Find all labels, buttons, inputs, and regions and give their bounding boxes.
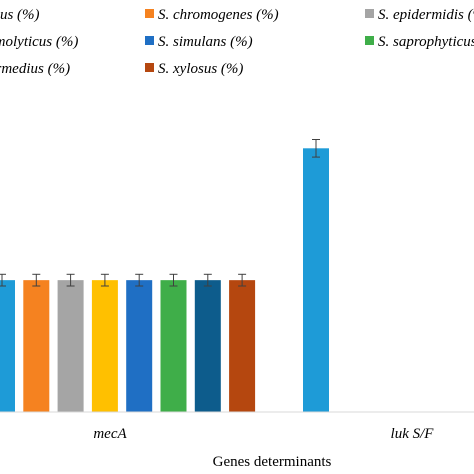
legend-label: S. aureus (%) — [0, 7, 40, 23]
error-bar — [66, 273, 75, 287]
error-bar — [238, 273, 247, 287]
error-bar — [135, 273, 144, 287]
bar — [194, 280, 221, 412]
bar — [23, 280, 50, 412]
category-label: mecA — [93, 426, 127, 442]
legend-label: S. xylosus (%) — [158, 61, 243, 77]
legend-label: S. epidermidis (%) — [378, 7, 474, 23]
error-bar — [312, 139, 320, 158]
legend-swatch — [145, 36, 154, 45]
bar — [229, 280, 256, 412]
chart-bars — [0, 139, 329, 413]
legend-swatch — [145, 63, 154, 72]
legend-swatch — [145, 9, 154, 18]
bar — [303, 148, 329, 413]
bar — [126, 280, 153, 412]
bar — [57, 280, 84, 412]
error-bar — [169, 273, 178, 287]
category-label: luk S/F — [391, 426, 435, 442]
legend-label: S. simulans (%) — [158, 34, 253, 50]
legend-swatch — [365, 9, 374, 18]
bar — [91, 280, 118, 412]
bar — [0, 280, 15, 412]
chart-legend: S. aureus (%) S. chromogenes (%) S. epider… — [0, 7, 474, 77]
error-bar — [0, 273, 6, 287]
legend-label: S. chromogenes (%) — [158, 7, 279, 23]
legend-label: S. intermedius (%) — [0, 61, 70, 77]
legend-label: S. saprophyticus (%) — [378, 34, 474, 50]
legend-swatch — [365, 36, 374, 45]
error-bar — [32, 273, 41, 287]
bar — [160, 280, 187, 412]
legend-label: S. haemolyticus (%) — [0, 34, 78, 50]
error-bar — [203, 273, 212, 287]
x-axis-title: Genes determinants — [213, 454, 332, 470]
error-bar — [100, 273, 109, 287]
category-labels: mecA luk S/F — [93, 426, 434, 442]
